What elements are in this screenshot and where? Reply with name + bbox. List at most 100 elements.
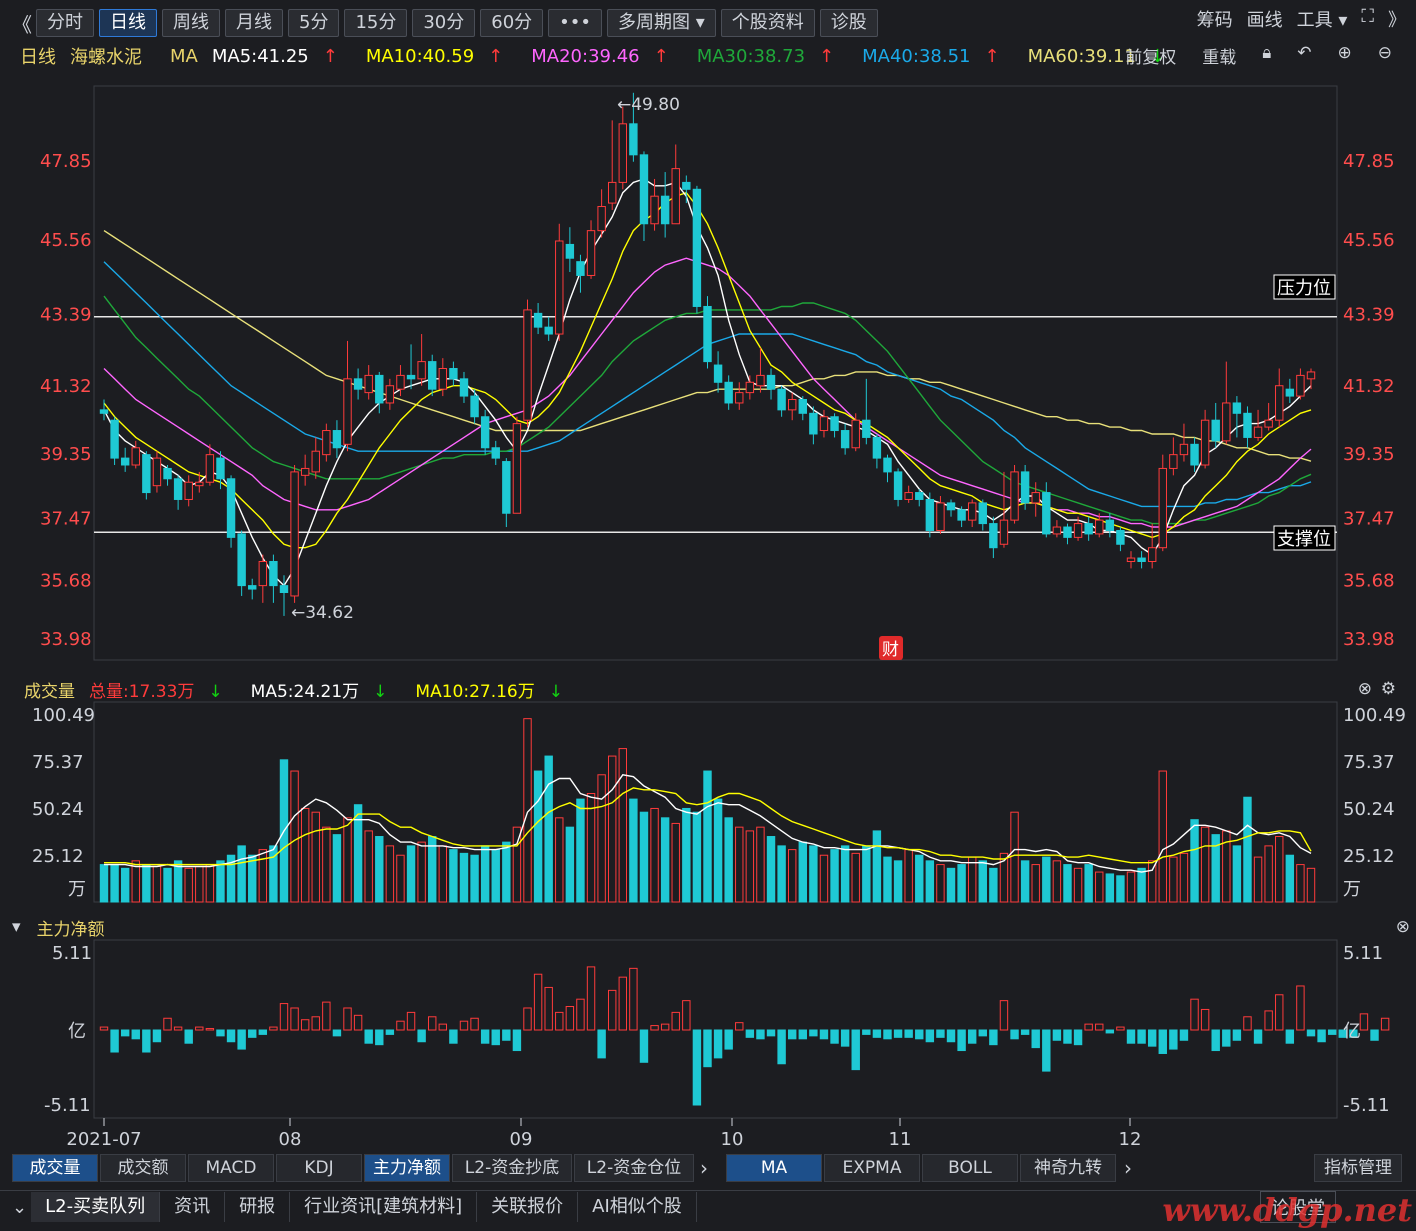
candle bbox=[364, 365, 373, 400]
adjust-forward-button[interactable]: 前复权 bbox=[1125, 48, 1177, 68]
ma-lines-layer bbox=[103, 178, 1312, 587]
overlay-tab-0[interactable]: MA bbox=[726, 1154, 822, 1182]
expand-panel-icon[interactable]: ⌄ bbox=[12, 1196, 28, 1218]
period-tab-1[interactable]: 日线 bbox=[99, 9, 157, 37]
expand-right-icon[interactable]: 》 bbox=[1388, 10, 1406, 31]
net-flow-bar bbox=[851, 1029, 860, 1071]
net-flow-bar bbox=[1031, 1029, 1040, 1049]
volume-title[interactable]: 成交量 bbox=[24, 681, 75, 702]
volume-bar bbox=[989, 867, 998, 903]
volume-bar bbox=[1052, 860, 1062, 903]
indicator-manage-button[interactable]: 指标管理 bbox=[1314, 1154, 1402, 1182]
period-tab-10[interactable]: 个股资料 bbox=[720, 9, 815, 37]
finance-badge[interactable]: 财 bbox=[882, 640, 899, 660]
grid-layer bbox=[93, 85, 1338, 1119]
volume-bar bbox=[576, 798, 585, 903]
indicator-tab-3[interactable]: KDJ bbox=[276, 1154, 362, 1182]
indicator-tab-0[interactable]: 成交量 bbox=[12, 1154, 98, 1182]
overlay-tab-2[interactable]: BOLL bbox=[922, 1154, 1018, 1182]
finance-badge-box[interactable] bbox=[879, 636, 903, 660]
net-flow-unit-right: 亿 bbox=[1343, 1021, 1361, 1042]
candle bbox=[787, 392, 797, 421]
settings-gear-icon[interactable]: ⚙ bbox=[1380, 679, 1396, 699]
candle bbox=[544, 316, 553, 341]
candle bbox=[99, 399, 109, 421]
overlay-tab-3[interactable]: 神奇九转 bbox=[1020, 1154, 1116, 1182]
tools-menu-button[interactable]: 工具 ▾ bbox=[1296, 10, 1348, 31]
price-tick-right: 39.35 bbox=[1343, 444, 1395, 465]
net-flow-title[interactable]: 主力净额 bbox=[36, 919, 105, 940]
collapse-down-icon[interactable]: ▾ bbox=[12, 917, 21, 937]
undo-icon[interactable]: ↶ bbox=[1297, 43, 1312, 63]
candle bbox=[925, 492, 935, 538]
candle bbox=[406, 344, 416, 390]
bottom-tab-4[interactable]: 关联报价 bbox=[477, 1192, 579, 1222]
overlay-tab-1[interactable]: EXPMA bbox=[824, 1154, 920, 1182]
lock-icon[interactable]: 🔒︎ bbox=[1262, 43, 1272, 63]
candle bbox=[1211, 402, 1220, 448]
collapse-left-icon[interactable]: 《 bbox=[12, 12, 32, 37]
ma-indicator-label[interactable]: MA bbox=[170, 45, 198, 67]
volume-bar bbox=[883, 856, 892, 903]
draw-line-button[interactable]: 画线 bbox=[1246, 10, 1283, 31]
period-tab-6[interactable]: 30分 bbox=[412, 9, 476, 37]
volume-bar bbox=[819, 854, 829, 903]
period-tab-0[interactable]: 分时 bbox=[36, 9, 94, 37]
candle bbox=[491, 440, 500, 465]
indicator-tab-2[interactable]: MACD bbox=[188, 1154, 274, 1182]
fullscreen-icon[interactable]: ⛶ bbox=[1361, 6, 1374, 27]
candle bbox=[1275, 368, 1284, 428]
zoom-in-icon[interactable]: ⊕ bbox=[1337, 43, 1352, 63]
net-flow-bar bbox=[364, 1029, 373, 1044]
candle bbox=[809, 406, 818, 445]
axis-layer: 47.85 47.85 45.56 45.56 43.39 43.39 41.32 41.32… bbox=[32, 151, 1406, 1150]
next-tabs-icon[interactable]: › bbox=[1124, 1156, 1132, 1180]
volume-bar bbox=[258, 849, 268, 903]
period-tab-11[interactable]: 诊股 bbox=[819, 9, 878, 37]
period-tab-2[interactable]: 周线 bbox=[162, 9, 220, 37]
indicator-tab-5[interactable]: L2-资金抄底 bbox=[452, 1154, 572, 1182]
period-tab-3[interactable]: 月线 bbox=[225, 9, 283, 37]
bottom-tab-1[interactable]: 资讯 bbox=[160, 1192, 226, 1222]
candle bbox=[608, 120, 617, 210]
volume-bar bbox=[1137, 867, 1146, 903]
next-tabs-icon[interactable]: › bbox=[700, 1156, 708, 1180]
period-tab-5[interactable]: 15分 bbox=[344, 9, 408, 37]
close-panel-icon[interactable]: ⊗ bbox=[1395, 917, 1410, 937]
chip-distribution-button[interactable]: 筹码 bbox=[1196, 10, 1233, 31]
candle bbox=[311, 437, 320, 479]
net-flow-bar bbox=[491, 1029, 500, 1046]
volume-bar bbox=[713, 798, 723, 903]
candle bbox=[184, 475, 193, 507]
period-tab-9[interactable]: 多周期图 ▾ bbox=[607, 9, 716, 37]
bottom-tab-0[interactable]: L2-买卖队列 bbox=[31, 1192, 161, 1222]
bottom-tab-2[interactable]: 研报 bbox=[225, 1192, 291, 1222]
candle bbox=[904, 485, 913, 503]
net-flow-bar bbox=[915, 1029, 924, 1040]
forum-button[interactable]: 论股堂 bbox=[1260, 1191, 1336, 1223]
period-tab-7[interactable]: 60分 bbox=[480, 9, 544, 37]
indicator-tab-4[interactable]: 主力净额 bbox=[364, 1154, 450, 1182]
reload-button[interactable]: 重载 bbox=[1202, 48, 1237, 68]
bottom-tab-5[interactable]: AI相似个股 bbox=[578, 1192, 697, 1222]
net-flow-bar bbox=[343, 1007, 352, 1031]
net-flow-bar bbox=[1020, 1029, 1030, 1035]
net-flow-bar bbox=[237, 1029, 246, 1050]
ma-legend-bar: 日线 海螺水泥 MA MA5:41.25 ↑ MA10:40.59 ↑ MA20:3… bbox=[0, 43, 1416, 69]
zoom-out-icon[interactable]: ⊖ bbox=[1377, 43, 1392, 63]
indicator-tab-1[interactable]: 成交额 bbox=[100, 1154, 186, 1182]
watermark-text: www.ddgp.net bbox=[1162, 1191, 1412, 1229]
period-tab-8[interactable]: ••• bbox=[548, 9, 603, 37]
period-tab-4[interactable]: 5分 bbox=[288, 9, 340, 37]
close-panel-icon[interactable]: ⊗ bbox=[1357, 679, 1372, 699]
volume-bar bbox=[904, 849, 913, 903]
candle bbox=[576, 254, 585, 293]
net-flow-bar bbox=[925, 1029, 935, 1043]
volume-bar bbox=[597, 774, 606, 903]
indicator-tab-6[interactable]: L2-资金仓位 bbox=[574, 1154, 694, 1182]
net-flow-bar bbox=[957, 1029, 966, 1052]
candle bbox=[1031, 482, 1040, 517]
bottom-tab-3[interactable]: 行业资讯[建筑材料] bbox=[290, 1192, 478, 1222]
volume-bar bbox=[946, 867, 956, 903]
